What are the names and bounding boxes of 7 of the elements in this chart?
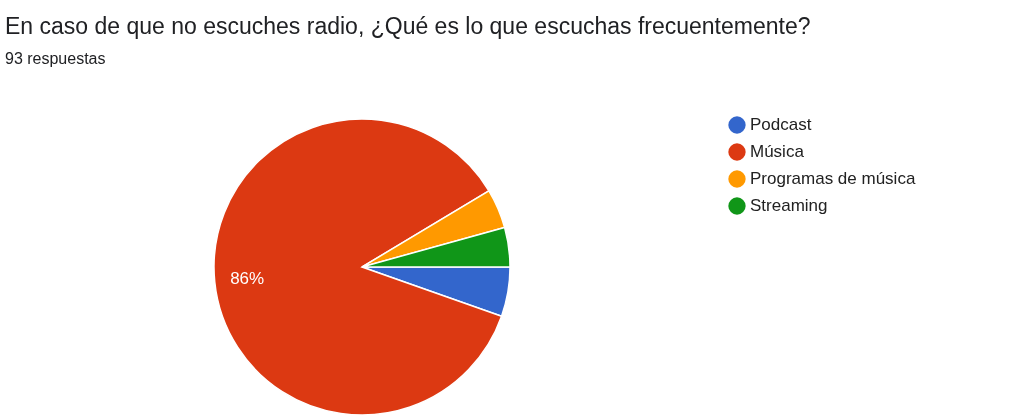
legend-label: Streaming bbox=[750, 196, 828, 215]
legend-label: Podcast bbox=[750, 115, 812, 134]
text: 93 respuestas bbox=[5, 50, 106, 67]
chart-title: En caso de que no escuches radio, ¿Qué es lo que escuchas frecuentemente? bbox=[5, 13, 811, 39]
legend-label: Programas de música bbox=[750, 169, 916, 188]
data-label: 86% bbox=[230, 268, 265, 288]
legend-label: Música bbox=[750, 142, 805, 161]
